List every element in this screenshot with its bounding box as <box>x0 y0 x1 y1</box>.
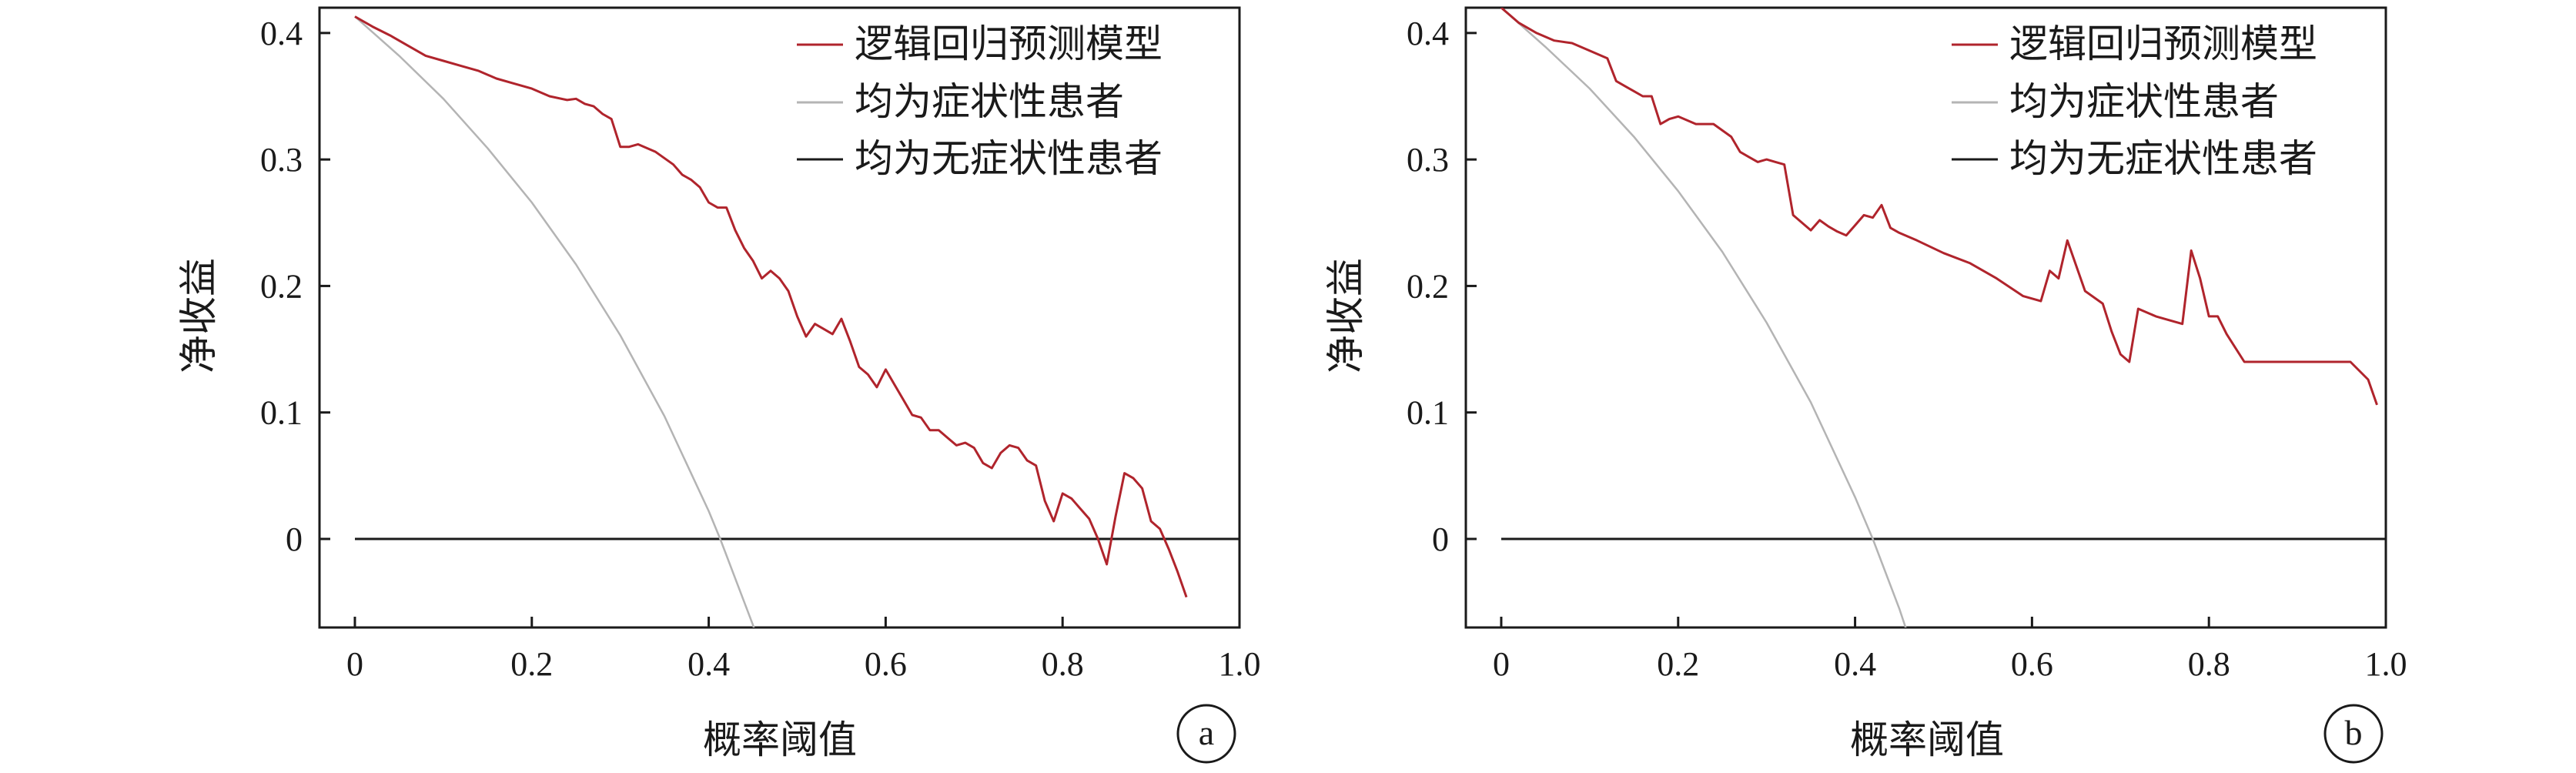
y-axis-label: 净收益 <box>177 258 220 373</box>
y-tick-label: 0.3 <box>260 141 303 179</box>
legend: 逻辑回归预测模型 均为症状性患者 均为无症状性患者 <box>1952 22 2317 180</box>
x-tick-label: 1.0 <box>1219 645 1261 683</box>
y-ticks: 0 0.1 0.2 0.3 0.4 <box>260 15 330 558</box>
x-tick-label: 0 <box>346 645 363 683</box>
panel-label-badge: a <box>1176 704 1236 764</box>
y-tick-label: 0.1 <box>1407 394 1449 432</box>
plot-frame <box>318 6 1241 629</box>
legend: 逻辑回归预测模型 均为症状性患者 均为无症状性患者 <box>797 22 1163 180</box>
y-tick-label: 0 <box>286 520 303 558</box>
x-tick-label: 0.6 <box>2011 645 2053 683</box>
x-ticks: 0 0.2 0.4 0.6 0.8 1.0 <box>1493 617 2407 683</box>
series-layer <box>1500 8 2386 627</box>
chart-panel-a: 0 0.2 0.4 0.6 0.8 1.0 00.10.20.30.4 净收益 概率阈值 … <box>177 6 1261 764</box>
y-tick-label: 0 <box>1432 520 1449 558</box>
treat-all-curve <box>354 15 755 627</box>
y-tick-label: 0.2 <box>260 267 303 305</box>
panel-label: b <box>2345 713 2363 752</box>
model-curve <box>1500 8 2378 406</box>
chart-panel-b: 0 0.2 0.4 0.6 0.8 1.0 00.10.20.30.4 净收益 概率阈值 … <box>1324 6 2407 764</box>
y-ticks: 0 0.1 0.2 0.3 0.4 <box>1407 15 1477 558</box>
x-ticks: 0 0.2 0.4 0.6 0.8 1.0 <box>346 617 1261 683</box>
x-tick-label: 0.6 <box>865 645 907 683</box>
legend-label-treat-all: 均为症状性患者 <box>855 80 1124 123</box>
legend-label-treat-none: 均为无症状性患者 <box>855 137 1163 180</box>
x-tick-label: 0.4 <box>1834 645 1876 683</box>
series-layer <box>354 15 1239 627</box>
model-curve <box>354 15 1188 598</box>
y-tick-label: 0.4 <box>260 15 303 52</box>
legend-label-model: 逻辑回归预测模型 <box>855 22 1163 65</box>
legend-label-treat-none: 均为无症状性患者 <box>2009 137 2317 180</box>
legend-label-model: 逻辑回归预测模型 <box>2009 22 2317 65</box>
x-tick-label: 0.4 <box>687 645 730 683</box>
legend-label-treat-all: 均为症状性患者 <box>2009 80 2279 123</box>
panel-label-badge: b <box>2323 704 2384 764</box>
x-tick-label: 0.2 <box>510 645 553 683</box>
x-tick-label: 0.8 <box>2188 645 2230 683</box>
panel-label: a <box>1199 713 1214 752</box>
x-tick-label: 0 <box>1493 645 1510 683</box>
y-tick-label: 0.4 <box>1407 15 1449 52</box>
x-tick-label: 0.8 <box>1042 645 1084 683</box>
x-tick-label: 1.0 <box>2365 645 2407 683</box>
treat-all-curve <box>1500 8 1907 627</box>
y-tick-label: 0.2 <box>1407 267 1449 305</box>
x-axis-label: 概率阈值 <box>703 718 857 761</box>
y-axis-label: 净收益 <box>1324 258 1367 373</box>
y-tick-label: 0.3 <box>1407 141 1449 179</box>
y-tick-label: 0.1 <box>260 394 303 432</box>
x-axis-label: 概率阈值 <box>1850 718 2004 761</box>
x-tick-label: 0.2 <box>1657 645 1699 683</box>
plot-frame <box>1464 6 2387 629</box>
